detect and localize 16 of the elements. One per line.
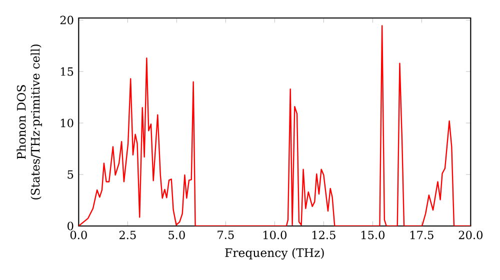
- x-tick-label: 20.0: [458, 230, 482, 240]
- y-tick-label: 10: [60, 118, 74, 128]
- x-tick-label: 10.0: [263, 230, 286, 240]
- x-tick-label: 15.0: [361, 230, 384, 240]
- y-tick-label: 5: [68, 170, 74, 179]
- y-tick-label: 0: [68, 222, 74, 230]
- x-axis-title: Frequency (THz): [225, 248, 324, 260]
- x-tick-label: 2.5: [119, 230, 136, 240]
- x-tick-label: 12.5: [312, 230, 336, 240]
- y-tick-label: 20: [60, 16, 74, 24]
- y-tick-label: 15: [60, 67, 74, 76]
- x-tick-label: 0.0: [70, 230, 87, 240]
- x-tick-label: 5.0: [168, 230, 185, 240]
- y-axis-title: Phonon DOS (States/THz·primitive cell): [16, 44, 42, 200]
- x-tick-label: 7.5: [218, 230, 234, 240]
- x-tick-label: 17.5: [410, 230, 434, 240]
